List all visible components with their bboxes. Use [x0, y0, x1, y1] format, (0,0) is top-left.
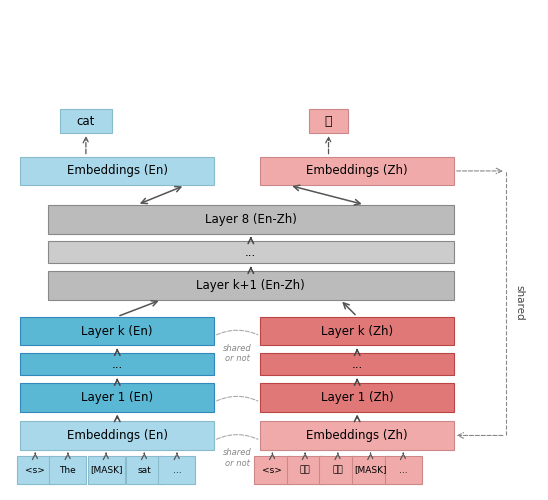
Text: [MASK]: [MASK] [90, 466, 122, 474]
FancyBboxPatch shape [260, 353, 454, 376]
Text: ...: ... [112, 358, 123, 370]
FancyBboxPatch shape [16, 456, 54, 483]
FancyBboxPatch shape [48, 241, 454, 264]
Text: Layer k (Zh): Layer k (Zh) [321, 324, 393, 338]
FancyBboxPatch shape [20, 421, 214, 450]
FancyBboxPatch shape [49, 456, 87, 483]
Text: shared
or not: shared or not [223, 448, 252, 468]
Text: Embeddings (Zh): Embeddings (Zh) [306, 429, 408, 442]
FancyBboxPatch shape [385, 456, 422, 483]
FancyBboxPatch shape [352, 456, 389, 483]
Text: shared: shared [515, 286, 524, 321]
Text: cat: cat [77, 114, 95, 128]
FancyBboxPatch shape [260, 156, 454, 186]
Text: Layer k (En): Layer k (En) [82, 324, 153, 338]
Text: [MASK]: [MASK] [354, 466, 387, 474]
Text: 是: 是 [325, 114, 332, 128]
Text: 模型: 模型 [333, 466, 343, 474]
Text: <s>: <s> [262, 466, 282, 474]
FancyBboxPatch shape [60, 110, 112, 133]
Text: Embeddings (En): Embeddings (En) [67, 429, 168, 442]
FancyBboxPatch shape [158, 456, 196, 483]
Text: shared
or not: shared or not [223, 344, 252, 363]
Text: <s>: <s> [25, 466, 45, 474]
Text: ...: ... [245, 246, 256, 258]
FancyBboxPatch shape [319, 456, 356, 483]
FancyBboxPatch shape [125, 456, 163, 483]
Text: Layer 1 (En): Layer 1 (En) [81, 390, 153, 404]
Text: Layer 8 (En-Zh): Layer 8 (En-Zh) [205, 212, 297, 226]
Text: Layer 1 (Zh): Layer 1 (Zh) [321, 390, 393, 404]
FancyBboxPatch shape [20, 316, 214, 346]
FancyBboxPatch shape [48, 205, 454, 234]
Text: Layer k+1 (En-Zh): Layer k+1 (En-Zh) [196, 279, 305, 292]
Text: ...: ... [173, 466, 181, 474]
FancyBboxPatch shape [20, 156, 214, 186]
FancyBboxPatch shape [309, 110, 348, 133]
Text: Embeddings (Zh): Embeddings (Zh) [306, 164, 408, 177]
Text: The: The [60, 466, 76, 474]
FancyBboxPatch shape [287, 456, 324, 483]
FancyBboxPatch shape [20, 353, 214, 376]
Text: sat: sat [138, 466, 151, 474]
FancyBboxPatch shape [88, 456, 124, 483]
FancyBboxPatch shape [260, 421, 454, 450]
FancyBboxPatch shape [260, 316, 454, 346]
Text: 这个: 这个 [300, 466, 311, 474]
FancyBboxPatch shape [20, 383, 214, 412]
FancyBboxPatch shape [254, 456, 291, 483]
FancyBboxPatch shape [260, 383, 454, 412]
FancyBboxPatch shape [48, 271, 454, 300]
Text: ...: ... [399, 466, 408, 474]
Text: ...: ... [351, 358, 363, 370]
Text: Embeddings (En): Embeddings (En) [67, 164, 168, 177]
